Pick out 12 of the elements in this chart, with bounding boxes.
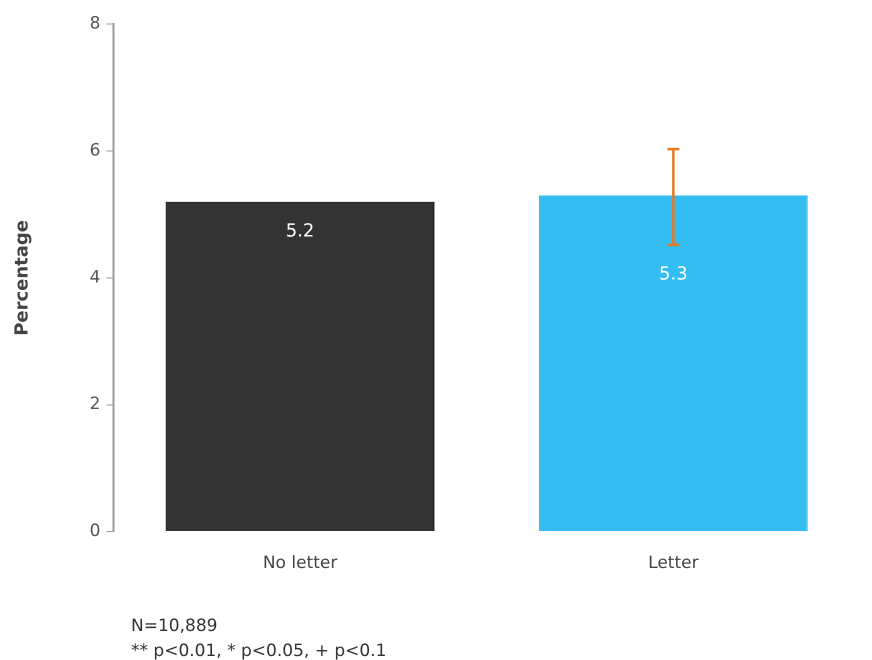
text: N=10,889 — [131, 615, 218, 638]
x-tick-label: No letter — [262, 553, 338, 574]
y-axis-title: Percentage — [11, 220, 32, 336]
y-tick-label: 8 — [90, 14, 100, 34]
data-label: 5.3 — [659, 264, 688, 285]
data-label: 5.2 — [286, 220, 314, 242]
y-tick-label: 4 — [90, 267, 100, 288]
y-tick-label: 0 — [90, 521, 100, 542]
text: ** p<0.01, * p<0.05, + p<0.1 — [131, 640, 388, 660]
y-tick-label: 2 — [90, 394, 100, 414]
x-tick-label: Letter — [648, 553, 699, 574]
y-tick-label: 6 — [90, 140, 100, 160]
